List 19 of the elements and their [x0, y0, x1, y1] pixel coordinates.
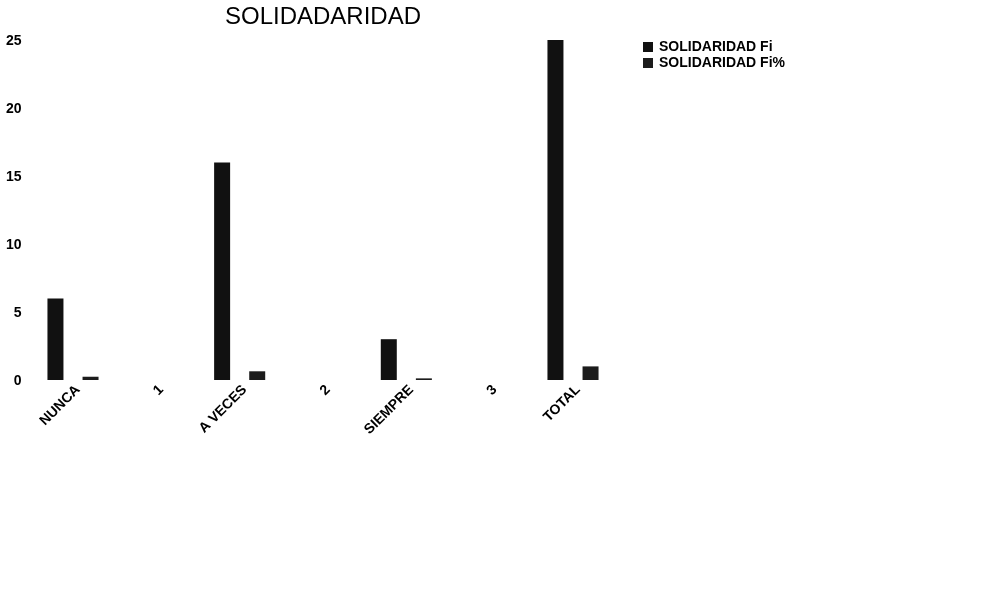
bar [82, 376, 99, 380]
bar [582, 366, 599, 380]
bar [47, 298, 64, 380]
y-tick-label: 5 [13, 303, 22, 320]
y-tick-label: 25 [5, 31, 22, 48]
x-tick-label: 1 [149, 380, 167, 398]
legend-label: SOLIDARIDAD Fi [659, 38, 773, 54]
x-tick-label: 2 [316, 380, 334, 398]
chart-title: SOLIDADARIDAD [224, 2, 422, 29]
bar [214, 162, 231, 380]
bar [380, 339, 397, 380]
y-tick-label: 0 [13, 371, 22, 388]
y-tick-label: 20 [5, 99, 22, 116]
y-tick-label: 10 [5, 235, 22, 252]
bar [547, 40, 564, 380]
x-tick-label: 3 [482, 380, 500, 398]
legend-label: SOLIDARIDAD Fi% [659, 54, 786, 70]
y-tick-label: 15 [5, 167, 22, 184]
bar [249, 371, 266, 380]
